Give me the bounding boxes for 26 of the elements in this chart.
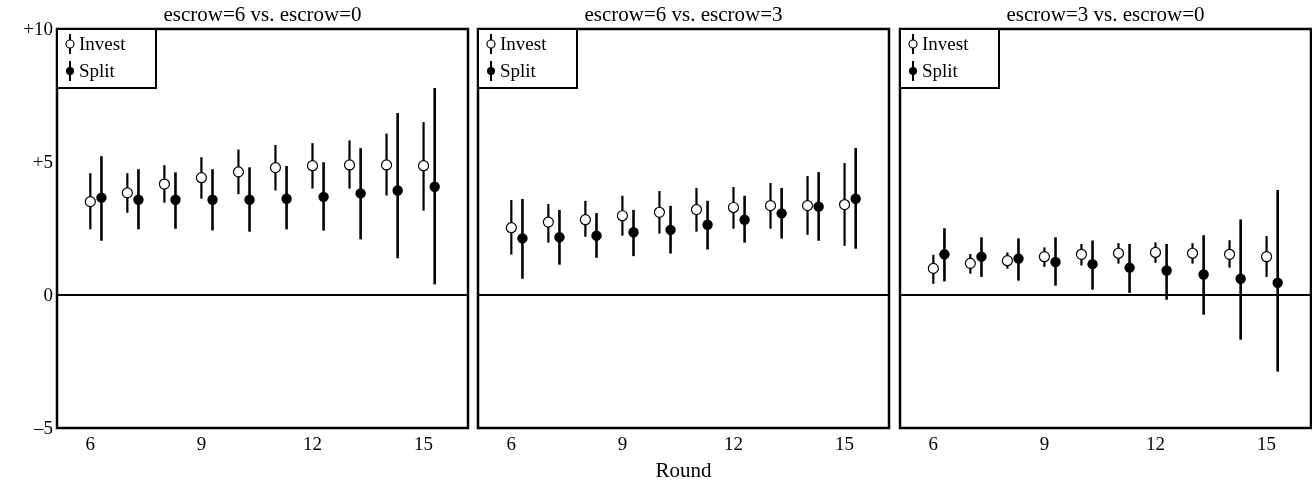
- x-tick-label: 15: [1257, 433, 1277, 454]
- legend-label: Split: [922, 60, 959, 81]
- x-tick-label: 12: [302, 433, 322, 454]
- chart-title: escrow=3 vs. escrow=0: [1006, 2, 1205, 26]
- x-axis-title: Round: [655, 458, 712, 482]
- x-tick-label: 9: [196, 433, 207, 454]
- x-tick-label: 6: [85, 433, 96, 454]
- legend-label: Split: [79, 60, 116, 81]
- y-tick-label: –5: [33, 417, 53, 438]
- y-tick-label: +10: [23, 18, 53, 39]
- y-tick-label: 0: [43, 284, 53, 305]
- y-tick-label: +5: [32, 151, 53, 172]
- legend-label: Invest: [922, 33, 970, 54]
- chart-title: escrow=6 vs. escrow=3: [584, 2, 783, 26]
- x-tick-label: 9: [1039, 433, 1050, 454]
- x-tick-label: 12: [1145, 433, 1165, 454]
- x-tick-label: 6: [506, 433, 517, 454]
- x-tick-label: 15: [835, 433, 855, 454]
- chart-title: escrow=6 vs. escrow=0: [163, 2, 362, 26]
- x-tick-label: 15: [414, 433, 434, 454]
- x-tick-label: 9: [617, 433, 628, 454]
- x-tick-label: 12: [723, 433, 743, 454]
- legend-label: Split: [500, 60, 537, 81]
- legend-label: Invest: [79, 33, 127, 54]
- legend-label: Invest: [500, 33, 548, 54]
- x-tick-label: 6: [928, 433, 939, 454]
